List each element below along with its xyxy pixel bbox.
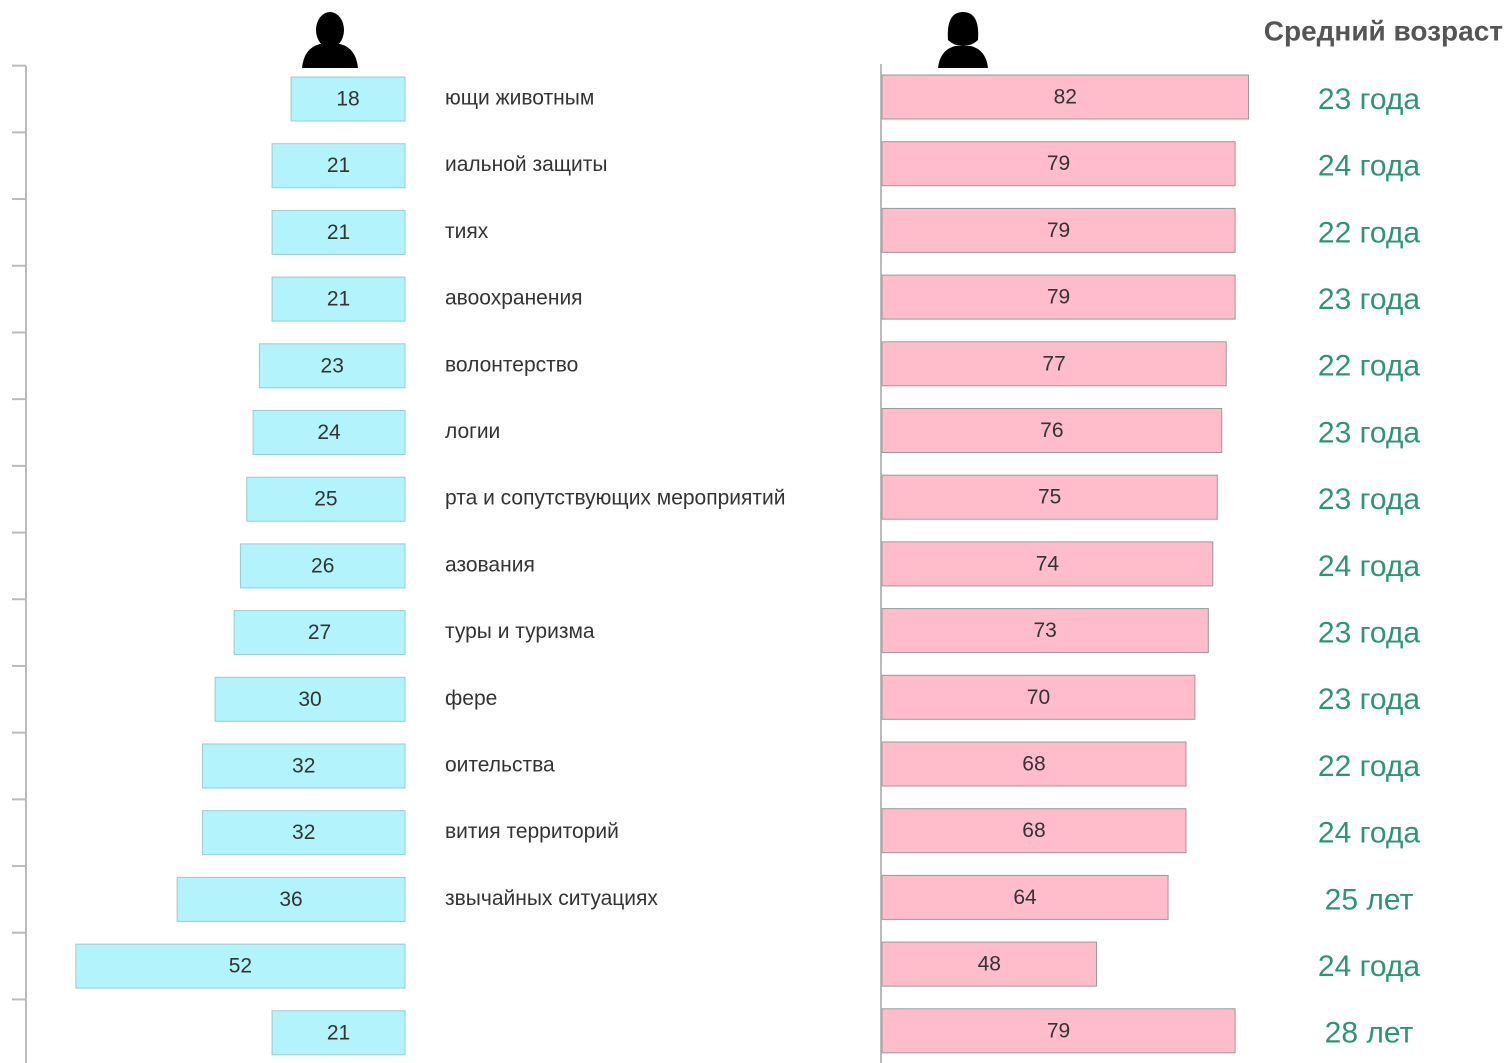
female-bar <box>881 874 1169 920</box>
age-label: 23 года <box>1318 683 1421 716</box>
female-value-label: 79 <box>1047 219 1070 242</box>
female-value-label: 79 <box>1047 152 1070 175</box>
male-value-label: 27 <box>308 621 331 644</box>
male-bar <box>214 676 406 722</box>
age-label: 23 года <box>1318 617 1421 650</box>
category-label: логии <box>445 420 500 443</box>
female-bar <box>881 408 1223 453</box>
male-value-label: 18 <box>336 88 359 111</box>
category-label: тиях <box>445 220 489 243</box>
age-label: 22 года <box>1318 750 1421 783</box>
female-bar <box>881 207 1236 253</box>
male-value-label: 21 <box>327 221 350 244</box>
female-value-label: 79 <box>1047 1019 1070 1042</box>
female-value-label: 64 <box>1013 886 1037 909</box>
female-value-label: 70 <box>1027 686 1050 709</box>
male-bar <box>176 876 406 922</box>
female-bar <box>881 341 1227 387</box>
age-label: 24 года <box>1318 950 1421 983</box>
female-bar <box>881 741 1187 787</box>
category-label: азования <box>445 553 535 576</box>
male-value-label: 25 <box>314 488 337 511</box>
male-icon <box>302 12 358 68</box>
age-label: 23 года <box>1318 483 1421 516</box>
male-bar <box>233 610 406 656</box>
male-value-label: 32 <box>292 755 315 778</box>
female-bar <box>881 808 1187 854</box>
male-bar <box>252 410 406 455</box>
female-value-label: 75 <box>1038 486 1061 509</box>
female-bar <box>881 1008 1236 1054</box>
male-bar <box>271 209 406 255</box>
age-label: 24 года <box>1318 150 1421 183</box>
age-label: 28 лет <box>1325 1017 1414 1050</box>
male-value-label: 26 <box>311 554 334 577</box>
category-label: оительства <box>445 754 555 777</box>
male-bar <box>290 76 406 122</box>
age-label: 23 года <box>1318 83 1421 116</box>
age-label: 22 года <box>1318 216 1421 249</box>
female-value-label: 77 <box>1042 352 1065 375</box>
female-value-label: 73 <box>1033 619 1056 642</box>
male-bar <box>201 810 406 856</box>
male-bar <box>246 476 406 522</box>
category-label: волонтерство <box>445 353 578 376</box>
female-bar <box>881 941 1098 987</box>
male-value-label: 32 <box>292 821 315 844</box>
age-label: 22 года <box>1318 350 1421 383</box>
female-bar <box>881 474 1218 520</box>
female-value-label: 79 <box>1047 286 1070 309</box>
male-value-label: 23 <box>321 354 344 377</box>
male-value-label: 21 <box>327 154 350 177</box>
male-bar <box>75 943 406 989</box>
female-value-label: 68 <box>1022 753 1045 776</box>
age-label: 23 года <box>1318 416 1421 449</box>
category-label: вития территорий <box>445 820 619 843</box>
male-value-label: 21 <box>327 1021 350 1044</box>
male-value-label: 21 <box>327 288 350 311</box>
age-label: 25 лет <box>1325 883 1414 916</box>
male-bar <box>239 543 406 589</box>
male-bar <box>201 743 406 789</box>
category-label: авоохранения <box>445 287 583 310</box>
age-label: 24 года <box>1318 817 1421 850</box>
female-bar <box>881 541 1214 587</box>
category-label: рта и сопутствующих мероприятий <box>445 487 785 510</box>
male-value-label: 36 <box>279 888 302 911</box>
category-label: фере <box>445 687 497 710</box>
female-bar <box>881 141 1236 187</box>
age-label: 24 года <box>1318 550 1421 583</box>
category-label: звычайных ситуациях <box>445 887 658 910</box>
female-bar <box>881 608 1209 654</box>
female-icon <box>938 12 988 68</box>
age-label: 23 года <box>1318 283 1421 316</box>
male-bar <box>271 276 406 322</box>
female-value-label: 74 <box>1036 552 1060 575</box>
female-value-label: 68 <box>1022 819 1045 842</box>
male-bar <box>258 343 406 389</box>
male-value-label: 52 <box>229 955 252 978</box>
male-bar <box>271 143 406 189</box>
female-value-label: 48 <box>978 953 1001 976</box>
category-label: иальной защиты <box>445 153 607 176</box>
male-value-label: 24 <box>317 421 341 444</box>
male-bar <box>271 1010 406 1056</box>
age-title: Средний возраст <box>1264 15 1503 46</box>
female-value-label: 82 <box>1054 86 1077 109</box>
category-label: ющи животным <box>445 87 594 110</box>
male-value-label: 30 <box>298 688 321 711</box>
category-label: туры и туризма <box>445 620 595 643</box>
female-value-label: 76 <box>1040 419 1063 442</box>
female-bar <box>881 274 1236 320</box>
female-bar <box>881 674 1196 720</box>
female-bar <box>881 74 1250 120</box>
